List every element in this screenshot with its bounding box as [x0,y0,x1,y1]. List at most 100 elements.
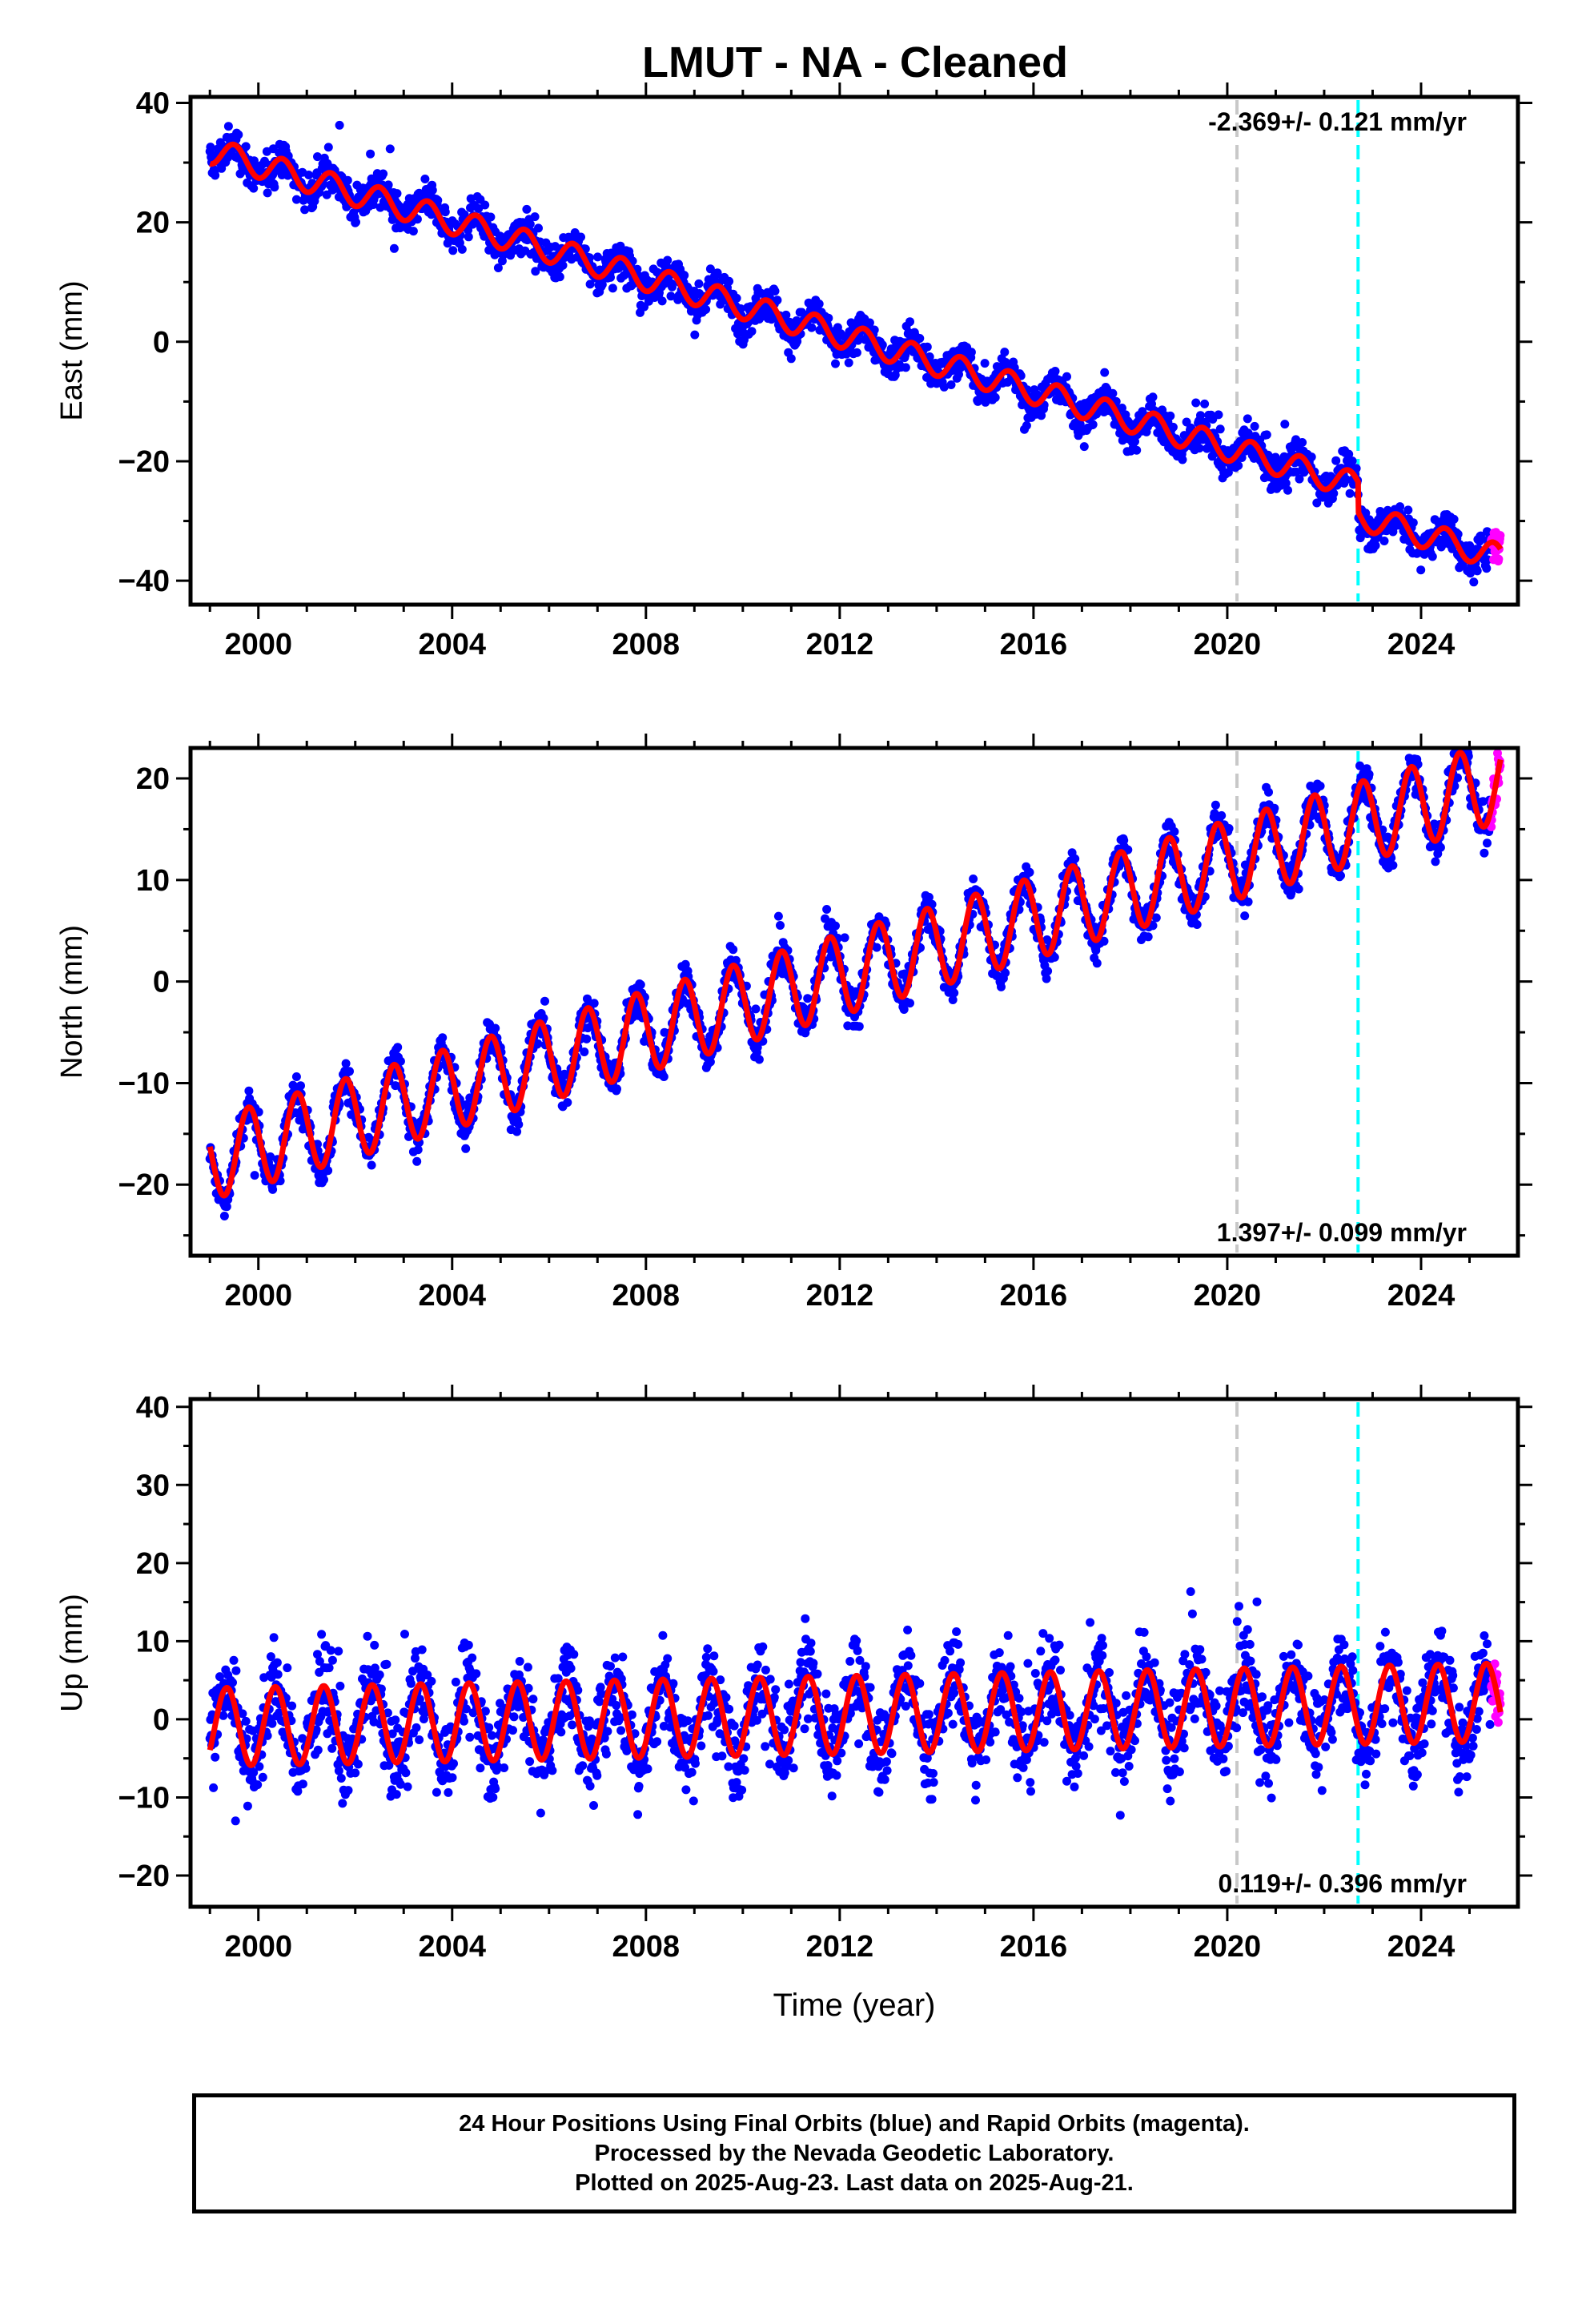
final-orbit-point [464,232,473,242]
final-orbit-point [334,1766,343,1775]
figure-title: LMUT - NA - Cleaned [642,38,1068,86]
final-orbit-point [231,1816,240,1826]
final-orbit-point [351,1768,360,1778]
final-orbit-point [291,1072,301,1081]
final-orbit-point [751,1004,761,1014]
final-orbit-point [461,1144,471,1153]
final-orbit-point [990,392,1000,402]
final-orbit-point [1315,782,1325,790]
final-orbit-point [636,980,645,990]
final-orbit-point [701,304,711,314]
final-orbit-point [776,921,785,930]
final-orbit-point [1294,884,1303,894]
final-orbit-point [324,1663,334,1673]
final-orbit-point [1243,414,1252,424]
final-orbit-point [1347,456,1357,466]
final-orbit-point [1264,787,1273,797]
final-orbit-point [343,175,352,185]
final-orbit-point [258,1772,267,1782]
final-orbit-point [1472,566,1482,576]
final-orbit-point [514,1120,524,1129]
final-orbit-point [345,1067,354,1076]
x-axis: 2000 2004 2008 2012 2016 2020 2024 [208,82,1471,661]
final-orbit-point [1307,452,1316,462]
final-orbit-point [814,300,824,308]
final-orbit-point [379,169,388,179]
final-orbit-point [296,1081,305,1091]
final-orbit-point [363,1631,372,1641]
x-tick-label: 2016 [1000,628,1068,661]
final-orbit-point [1166,411,1175,420]
final-orbit-point [1195,444,1204,453]
final-orbit-point [997,982,1006,991]
final-orbit-point [1143,932,1153,942]
final-orbit-point [336,1774,346,1783]
final-orbit-point [420,175,430,183]
final-orbit-point [1435,842,1445,852]
final-orbit-point [480,200,490,210]
final-orbit-point [558,260,568,270]
final-orbit-point [663,255,673,265]
final-orbit-point [1000,348,1010,357]
final-orbit-point [234,130,243,139]
final-orbit-point [319,1175,328,1184]
final-orbit-point [343,1786,353,1795]
final-orbit-point [438,1033,448,1043]
final-orbit-point [747,327,757,336]
final-orbit-point [657,296,667,306]
final-orbit-point [389,243,399,253]
final-orbit-point [1483,838,1492,848]
rapid-orbit-point [1496,531,1505,541]
final-orbit-point [840,933,849,943]
final-orbit-point [905,317,914,327]
final-orbit-point [428,186,437,195]
final-orbit-point [393,1043,403,1052]
final-orbit-point [822,905,832,914]
final-orbit-point [901,363,910,372]
final-orbit-point [585,279,595,289]
final-orbit-point [228,1678,237,1687]
final-orbit-point [375,1670,384,1679]
final-orbit-point [1480,848,1489,858]
final-orbit-point [582,1034,592,1043]
final-orbit-point [1088,420,1098,429]
final-orbit-point [440,207,450,217]
final-orbit-point [1482,564,1492,573]
final-orbit-point [244,1086,254,1096]
x-tick-label: 2012 [806,628,874,661]
final-orbit-point [807,323,817,332]
final-orbit-point [219,1212,229,1220]
final-orbit-point [433,195,443,205]
x-tick-label: 2004 [418,1279,486,1313]
final-orbit-point [1379,537,1389,545]
final-orbit-point [530,212,540,222]
final-orbit-point [457,244,467,254]
final-orbit-point [1192,920,1202,929]
final-orbit-point [580,1047,589,1056]
final-orbit-point [1168,422,1178,432]
final-orbit-point [1364,770,1374,779]
final-orbit-point [268,1184,278,1194]
final-orbit-point [729,945,738,955]
y-tick-label: 0 [153,966,170,999]
y-tick-label: 20 [136,207,170,240]
final-orbit-point [327,1743,337,1753]
final-orbit-point [1170,827,1179,836]
final-orbit-point [525,219,535,229]
final-orbit-point [540,996,549,1006]
y-tick-label: 0 [153,326,170,360]
final-orbit-point [534,223,543,233]
final-orbit-point [555,272,564,282]
final-orbit-point [1042,974,1051,983]
final-orbit-point [298,1779,307,1789]
final-orbit-point [786,354,796,364]
final-orbit-point [326,1646,335,1655]
final-orbit-point [401,1768,411,1778]
x-tick-label: 2008 [612,628,681,661]
y-tick-label: 20 [136,762,170,796]
final-orbit-point [335,120,344,130]
x-tick-label: 2004 [418,628,486,661]
final-orbit-point [969,875,978,883]
final-orbit-point [1298,438,1307,447]
